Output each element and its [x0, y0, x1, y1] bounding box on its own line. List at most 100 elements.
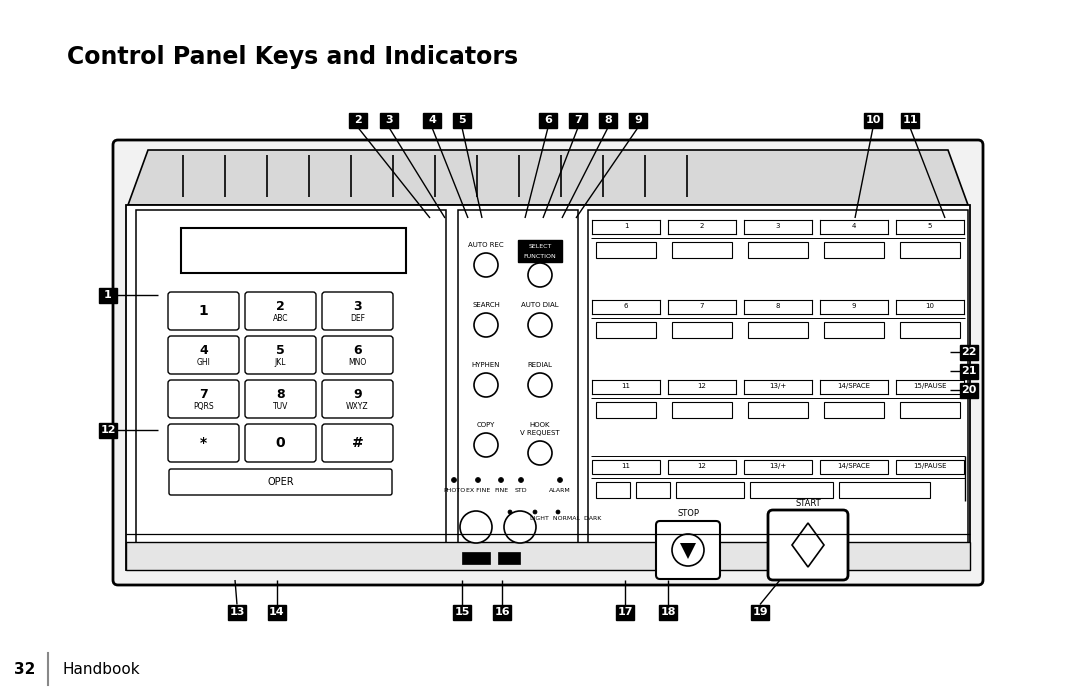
Bar — [864, 112, 882, 128]
Bar — [453, 112, 471, 128]
Text: 12: 12 — [698, 463, 706, 469]
Text: 10: 10 — [865, 115, 880, 125]
FancyBboxPatch shape — [168, 424, 239, 462]
Text: SEARCH: SEARCH — [472, 302, 500, 308]
Circle shape — [504, 511, 536, 543]
FancyBboxPatch shape — [245, 292, 316, 330]
Bar — [349, 112, 367, 128]
Circle shape — [528, 441, 552, 465]
Text: 2: 2 — [276, 299, 285, 313]
Text: 8: 8 — [604, 115, 612, 125]
Bar — [629, 112, 647, 128]
Bar — [588, 210, 968, 555]
Bar — [380, 112, 399, 128]
Bar — [901, 112, 919, 128]
Text: 7: 7 — [199, 387, 207, 401]
Bar — [596, 242, 656, 258]
Circle shape — [508, 510, 512, 514]
Circle shape — [474, 313, 498, 337]
Bar — [99, 288, 117, 302]
Bar — [569, 112, 588, 128]
Bar — [126, 205, 970, 570]
Text: 11: 11 — [621, 463, 631, 469]
Circle shape — [534, 510, 537, 514]
Text: 19: 19 — [752, 607, 768, 617]
Circle shape — [528, 263, 552, 287]
Bar — [659, 604, 677, 620]
Bar — [824, 322, 885, 338]
FancyBboxPatch shape — [245, 424, 316, 462]
Text: 5: 5 — [928, 223, 932, 229]
Text: 1: 1 — [104, 290, 112, 300]
Bar — [839, 482, 930, 498]
Text: AUTO DIAL: AUTO DIAL — [522, 302, 558, 308]
Bar — [900, 322, 960, 338]
Text: WXYZ: WXYZ — [347, 401, 368, 410]
FancyBboxPatch shape — [768, 510, 848, 580]
Text: 0: 0 — [275, 436, 285, 450]
Text: REDIAL: REDIAL — [527, 362, 553, 368]
Text: 12: 12 — [100, 425, 116, 435]
Text: 15/PAUSE: 15/PAUSE — [914, 383, 947, 389]
Text: LIGHT  NORMAL  DARK: LIGHT NORMAL DARK — [530, 517, 602, 521]
Text: STD: STD — [515, 487, 527, 493]
Bar — [616, 604, 634, 620]
Text: Handbook: Handbook — [62, 662, 139, 676]
Text: 4: 4 — [199, 343, 207, 357]
Text: SELECT: SELECT — [528, 244, 552, 249]
Text: 5: 5 — [458, 115, 465, 125]
Bar — [672, 322, 732, 338]
Text: 4: 4 — [852, 223, 856, 229]
Text: COPY: COPY — [476, 422, 496, 428]
Text: 7: 7 — [700, 303, 704, 309]
Text: 13/+: 13/+ — [769, 383, 786, 389]
Text: AUTO REC: AUTO REC — [469, 242, 503, 248]
Text: 3: 3 — [775, 223, 780, 229]
Text: 7: 7 — [575, 115, 582, 125]
Circle shape — [474, 373, 498, 397]
Text: 11: 11 — [902, 115, 918, 125]
FancyBboxPatch shape — [168, 469, 392, 495]
Text: DEF: DEF — [350, 313, 365, 322]
Text: 3: 3 — [386, 115, 393, 125]
Polygon shape — [680, 543, 696, 559]
Text: 2: 2 — [700, 223, 704, 229]
Circle shape — [556, 510, 561, 514]
Bar — [518, 240, 562, 262]
Text: PHOTO: PHOTO — [443, 487, 465, 493]
Bar — [751, 604, 769, 620]
Bar — [676, 482, 744, 498]
Text: 16: 16 — [495, 607, 510, 617]
Text: 14/SPACE: 14/SPACE — [837, 383, 870, 389]
Text: HOOK: HOOK — [530, 422, 550, 428]
Circle shape — [460, 511, 492, 543]
Text: ALARM: ALARM — [549, 487, 571, 493]
Circle shape — [518, 477, 524, 482]
FancyBboxPatch shape — [322, 292, 393, 330]
Bar — [423, 112, 441, 128]
Text: #: # — [352, 436, 363, 450]
Text: 1: 1 — [624, 223, 629, 229]
Text: 11: 11 — [621, 383, 631, 389]
Text: 18: 18 — [660, 607, 676, 617]
FancyBboxPatch shape — [113, 140, 983, 585]
Bar — [900, 242, 960, 258]
Text: STOP: STOP — [677, 509, 699, 517]
Text: 5: 5 — [276, 343, 285, 357]
Bar — [960, 383, 978, 397]
Text: TUV: TUV — [273, 401, 288, 410]
Text: OPER: OPER — [267, 477, 294, 487]
Text: 6: 6 — [353, 343, 362, 357]
Bar — [900, 402, 960, 418]
Bar — [636, 482, 670, 498]
Text: 14/SPACE: 14/SPACE — [837, 463, 870, 469]
Bar — [462, 552, 490, 564]
Text: FUNCTION: FUNCTION — [524, 253, 556, 258]
Bar — [748, 242, 808, 258]
FancyBboxPatch shape — [322, 424, 393, 462]
Bar — [99, 422, 117, 438]
Bar — [228, 604, 246, 620]
Text: 15: 15 — [455, 607, 470, 617]
Circle shape — [672, 534, 704, 566]
Bar — [669, 460, 735, 474]
